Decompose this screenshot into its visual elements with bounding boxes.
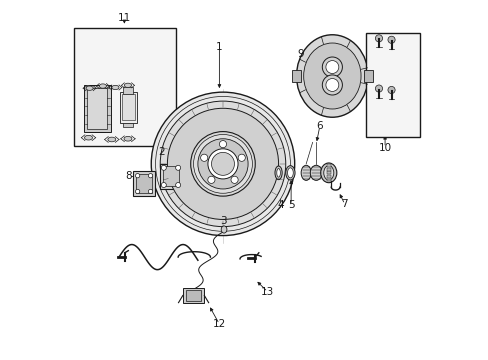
Bar <box>326 168 330 171</box>
Circle shape <box>175 183 180 188</box>
Circle shape <box>193 134 252 193</box>
Bar <box>363 69 372 82</box>
Circle shape <box>387 86 394 94</box>
Circle shape <box>161 165 166 170</box>
Bar <box>326 171 330 174</box>
Text: 6: 6 <box>316 121 323 131</box>
Ellipse shape <box>276 168 280 177</box>
Text: 4: 4 <box>277 200 283 210</box>
Circle shape <box>211 152 234 175</box>
Ellipse shape <box>287 168 293 178</box>
Bar <box>183 288 204 303</box>
Bar <box>74 28 176 146</box>
Text: 13: 13 <box>261 287 274 297</box>
Text: 8: 8 <box>125 171 132 181</box>
Circle shape <box>322 75 342 95</box>
Bar <box>326 179 330 181</box>
Circle shape <box>207 149 238 179</box>
Bar <box>133 171 155 196</box>
Circle shape <box>190 132 255 196</box>
Bar <box>83 85 110 132</box>
Bar <box>87 88 107 129</box>
Circle shape <box>322 57 342 77</box>
Bar <box>136 174 152 193</box>
Bar <box>160 163 182 189</box>
Bar <box>163 166 179 186</box>
Ellipse shape <box>124 136 132 141</box>
Text: 7: 7 <box>341 199 347 210</box>
Circle shape <box>148 174 152 178</box>
Circle shape <box>219 140 226 148</box>
Ellipse shape <box>86 86 93 90</box>
Circle shape <box>135 174 140 178</box>
Circle shape <box>175 165 180 170</box>
Circle shape <box>200 154 207 161</box>
Ellipse shape <box>112 85 119 90</box>
Text: 11: 11 <box>118 13 131 23</box>
Ellipse shape <box>285 166 294 180</box>
Ellipse shape <box>310 165 322 180</box>
Bar <box>122 94 135 121</box>
Text: 3: 3 <box>219 216 226 226</box>
Ellipse shape <box>303 43 360 109</box>
Ellipse shape <box>221 226 226 233</box>
Text: 10: 10 <box>378 143 391 153</box>
Ellipse shape <box>274 166 282 180</box>
Bar <box>105 85 109 88</box>
Text: 2: 2 <box>159 147 165 157</box>
Circle shape <box>135 189 140 194</box>
Bar <box>366 33 419 137</box>
Bar <box>123 87 133 94</box>
Bar <box>185 290 201 301</box>
Circle shape <box>238 154 245 161</box>
Circle shape <box>325 60 338 73</box>
Circle shape <box>207 176 215 183</box>
Text: 5: 5 <box>287 200 294 210</box>
Bar <box>120 92 137 123</box>
Bar <box>292 69 301 82</box>
Ellipse shape <box>84 135 92 140</box>
Ellipse shape <box>108 137 116 142</box>
Circle shape <box>325 78 338 91</box>
Circle shape <box>387 36 394 43</box>
Ellipse shape <box>320 163 336 183</box>
Circle shape <box>161 183 166 188</box>
Circle shape <box>375 35 382 42</box>
Circle shape <box>198 139 247 189</box>
Bar <box>85 85 89 88</box>
Circle shape <box>151 92 294 235</box>
Circle shape <box>160 101 285 226</box>
Ellipse shape <box>323 166 333 180</box>
Bar <box>123 123 133 127</box>
Circle shape <box>167 108 278 220</box>
Ellipse shape <box>301 165 310 180</box>
Circle shape <box>155 96 290 231</box>
Ellipse shape <box>99 84 106 88</box>
Circle shape <box>375 85 382 92</box>
Circle shape <box>148 189 152 194</box>
Text: 9: 9 <box>297 49 304 59</box>
Bar <box>326 164 330 167</box>
Text: 12: 12 <box>212 319 225 329</box>
Ellipse shape <box>296 35 367 117</box>
Bar <box>326 175 330 178</box>
Ellipse shape <box>124 83 131 87</box>
Circle shape <box>230 176 238 183</box>
Text: 1: 1 <box>216 42 222 52</box>
